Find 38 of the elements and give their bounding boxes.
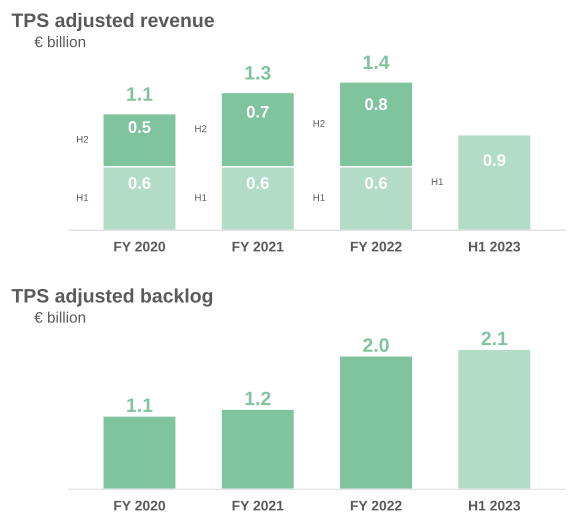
series-label: H2 <box>76 136 88 143</box>
data-label: 0.7 <box>246 106 269 118</box>
total-label: 1.3 <box>245 66 271 80</box>
x-tick-label: FY 2021 <box>232 500 284 511</box>
text: H2 <box>314 120 325 127</box>
x-tick-label: FY 2020 <box>114 500 166 511</box>
chart-subtitle: € billion <box>34 312 86 323</box>
bar <box>220 408 296 490</box>
data-label: 0.6 <box>365 177 388 189</box>
x-tick-label: FY 2022 <box>350 242 402 252</box>
chart-subtitle: € billion <box>34 36 86 48</box>
x-tick-label: FY 2021 <box>232 242 284 252</box>
x-tick-label: FY 2022 <box>350 500 402 511</box>
data-label: 0.9 <box>483 154 506 166</box>
bar <box>456 134 532 230</box>
text: H1 <box>195 194 206 201</box>
data-label: 0.6 <box>246 177 269 189</box>
total-label: 1.4 <box>364 56 390 69</box>
data-label: 2.0 <box>363 338 389 352</box>
data-label: 0.6 <box>128 177 150 189</box>
series-label: H1 <box>432 178 443 186</box>
x-tick-label: H1 2023 <box>469 242 520 252</box>
data-label: 1.1 <box>127 398 152 412</box>
data-label: 2.1 <box>481 332 508 346</box>
bar <box>456 348 532 490</box>
chart-title: TPS adjusted backlog <box>12 288 212 307</box>
total-label: 1.1 <box>127 87 152 101</box>
data-label: 0.5 <box>128 121 151 133</box>
bar <box>338 355 414 490</box>
x-tick-label: FY 2020 <box>114 242 166 252</box>
text: H2 <box>195 125 206 132</box>
data-label: 1.2 <box>245 392 271 406</box>
data-label: 0.8 <box>365 98 388 110</box>
x-tick-label: H1 2023 <box>469 500 520 511</box>
chart-title: TPS adjusted revenue <box>12 12 214 31</box>
text: H1 <box>76 194 88 201</box>
bar <box>102 415 177 490</box>
text: H1 <box>314 194 325 201</box>
